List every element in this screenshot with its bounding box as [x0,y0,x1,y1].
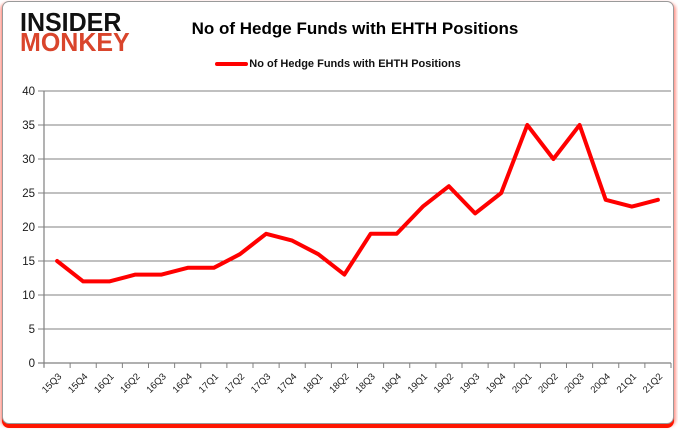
x-tick-label: 15Q3 [40,371,64,395]
x-tick-label: 20Q4 [589,371,613,395]
svg-text:25: 25 [22,188,35,200]
svg-text:5: 5 [29,324,35,336]
axis-ticks [38,90,672,368]
logo-text-insider: INSIDER [20,8,122,38]
x-tick-label: 17Q1 [197,371,221,395]
x-tick-label: 19Q3 [458,371,482,395]
chart-card: INSIDER MONKEY No of Hedge Funds with EH… [2,1,674,424]
svg-text:40: 40 [22,86,35,98]
logo-text-monkey: MONKEY [20,28,130,58]
svg-text:20: 20 [22,222,35,234]
x-tick-label: 18Q1 [301,371,325,395]
x-tick-label: 19Q4 [484,371,508,395]
line-chart: 0 5 10 15 20 25 30 35 40 15Q3 15Q4 16Q1 16Q2 16Q3 16Q4… [22,86,672,396]
x-tick-label: 19Q2 [432,371,456,395]
svg-text:0: 0 [29,358,35,370]
svg-text:30: 30 [22,154,35,166]
x-tick-label: 16Q3 [144,371,168,395]
x-tick-label: 21Q2 [641,371,665,395]
x-tick-label: 20Q1 [510,371,534,395]
x-tick-label: 15Q4 [66,371,90,395]
x-tick-label: 16Q4 [171,371,195,395]
x-tick-label: 18Q4 [380,371,404,395]
svg-text:15: 15 [22,256,35,268]
svg-text:35: 35 [22,120,35,132]
x-tick-label: 21Q1 [615,371,639,395]
chart-title: No of Hedge Funds with EHTH Positions [191,19,519,38]
legend: No of Hedge Funds with EHTH Positions [3,58,673,70]
svg-text:10: 10 [22,290,35,302]
x-tick-label: 16Q2 [118,371,142,395]
x-tick-label: 20Q3 [562,371,586,395]
x-tick-label: 16Q1 [92,371,116,395]
x-tick-label: 17Q3 [249,371,273,395]
x-axis-labels: 15Q3 15Q4 16Q1 16Q2 16Q3 16Q4 17Q1 17Q2 17Q3 17Q4… [40,371,665,395]
x-tick-label: 17Q2 [223,371,247,395]
x-tick-label: 18Q2 [327,371,351,395]
y-axis-labels: 0 5 10 15 20 25 30 35 40 [22,86,35,370]
x-tick-label: 19Q1 [406,371,430,395]
x-tick-label: 20Q2 [536,371,560,395]
gridlines [44,90,671,364]
legend-line-swatch [215,62,249,66]
x-tick-label: 17Q4 [275,371,299,395]
legend-label: No of Hedge Funds with EHTH Positions [249,58,461,70]
series-line [55,123,660,284]
x-tick-label: 18Q3 [353,371,377,395]
insider-monkey-logo: INSIDER MONKEY [20,8,130,58]
